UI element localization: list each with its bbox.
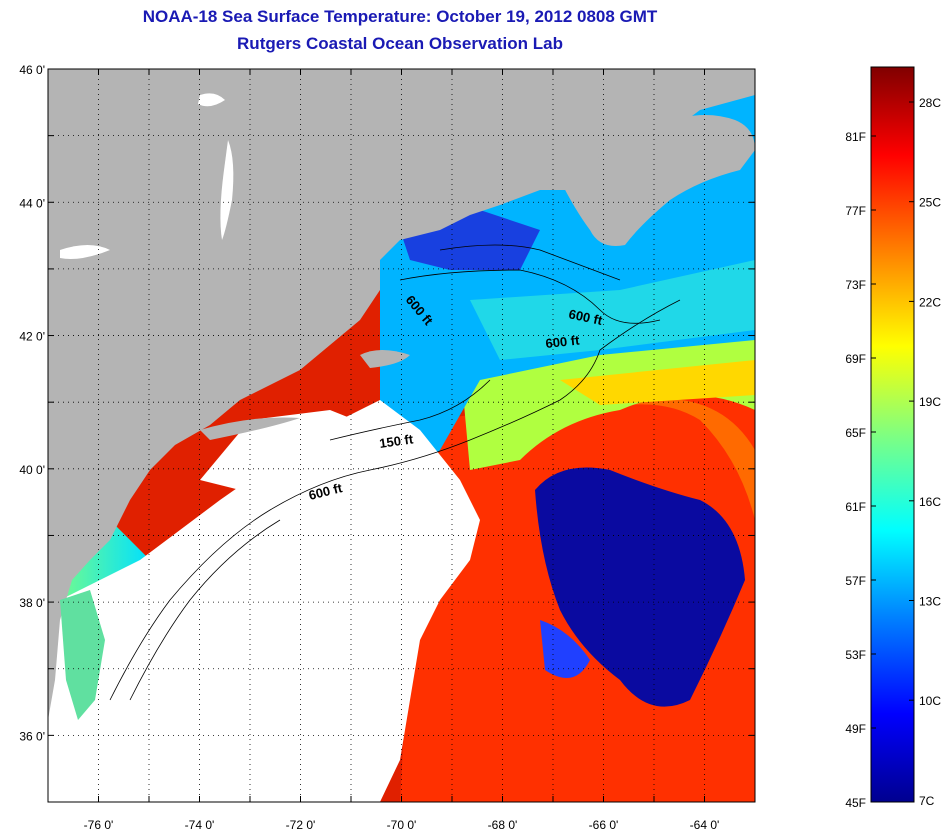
celsius-label: 25C [919, 196, 941, 210]
cold-eddy-core [535, 467, 745, 707]
warm-front [560, 360, 755, 405]
celsius-label: 19C [919, 395, 941, 409]
fahrenheit-label: 61F [845, 500, 866, 514]
contour-line [439, 244, 621, 281]
celsius-label: 16C [919, 495, 941, 509]
map-grid [48, 69, 755, 802]
celsius-label: 22C [919, 295, 941, 309]
map-title: NOAA-18 Sea Surface Temperature: October… [142, 7, 658, 26]
georges-bank-waters [470, 260, 755, 360]
fahrenheit-label: 77F [845, 204, 866, 218]
longitude-label: -76 0' [84, 818, 114, 832]
inland-lake [60, 245, 110, 259]
latitude-label: 42 0' [19, 330, 45, 344]
longitude-label: -74 0' [185, 818, 215, 832]
contour-line [329, 379, 491, 441]
fahrenheit-label: 53F [845, 648, 866, 662]
colorbar [870, 66, 915, 803]
fahrenheit-label: 73F [845, 278, 866, 292]
axis-ticks: 46 0' 44 0' 42 0' 40 0' 38 0' 36 0' -76 0' -74 … [19, 63, 755, 832]
fahrenheit-label: 81F [845, 130, 866, 144]
contour-line [109, 299, 681, 701]
celsius-label: 28C [919, 96, 941, 110]
celsius-label: 13C [919, 595, 941, 609]
nova-scotia [560, 115, 755, 246]
long-island [200, 417, 300, 440]
map-subtitle: Rutgers Coastal Ocean Observation Lab [237, 34, 563, 53]
latitude-label: 36 0' [19, 729, 45, 743]
contour-label: 600 ft [567, 306, 604, 328]
contour-label: 150 ft [378, 431, 414, 451]
fahrenheit-label: 49F [845, 722, 866, 736]
longitude-label: -72 0' [286, 818, 316, 832]
fahrenheit-label: 45F [845, 796, 866, 810]
latitude-label: 38 0' [19, 596, 45, 610]
inland-lake [198, 93, 225, 107]
inland-lake [220, 140, 234, 240]
celsius-label: 10C [919, 694, 941, 708]
cold-eddy-fringe [540, 620, 590, 678]
longitude-label: -66 0' [589, 818, 619, 832]
latitude-label: 44 0' [19, 196, 45, 210]
chesapeake-bay [60, 590, 105, 720]
cloud-cover [48, 400, 480, 802]
contour-line [129, 519, 281, 701]
longitude-label: -70 0' [387, 818, 417, 832]
latitude-label: 40 0' [19, 463, 45, 477]
warm-orange-patch [600, 398, 755, 520]
land-mass [48, 69, 755, 720]
celsius-label: 7C [919, 794, 935, 808]
fahrenheit-label: 69F [845, 352, 866, 366]
contour-line [399, 269, 661, 324]
fahrenheit-label: 57F [845, 574, 866, 588]
latitude-label: 46 0' [19, 63, 45, 77]
cape-cod [360, 350, 410, 368]
colorbar-labels: 81F 77F 73F 69F 65F 61F 57F 53F 49F 45F 28C 25C 22C 1… [845, 96, 941, 810]
longitude-label: -68 0' [488, 818, 518, 832]
fahrenheit-label: 65F [845, 426, 866, 440]
longitude-label: -64 0' [690, 818, 720, 832]
contour-label: 600 ft [545, 332, 581, 351]
bathymetry-contours [109, 244, 681, 701]
